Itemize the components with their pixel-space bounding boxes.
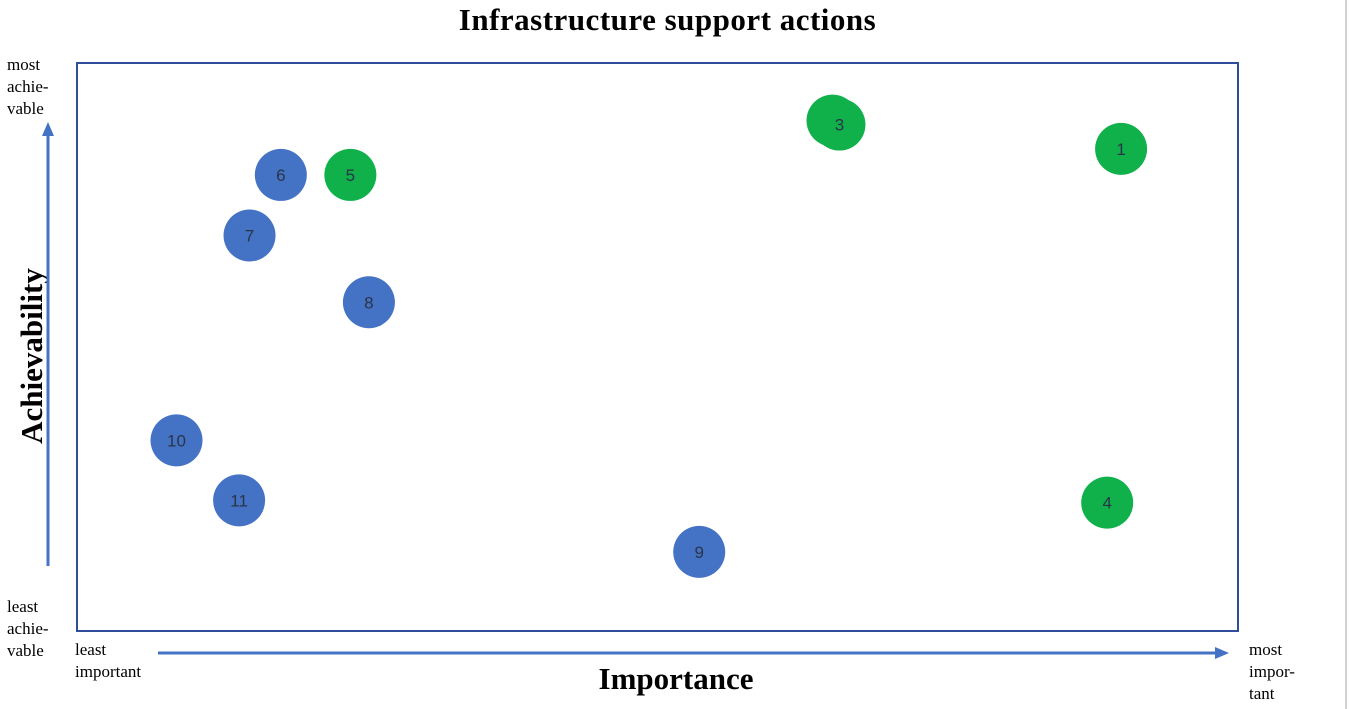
point-4 [1081,476,1134,529]
label-most-achievable-line-1: most [7,55,41,74]
point-label-3: 3 [835,116,844,135]
point-label-1: 1 [1116,140,1125,159]
label-least-achievable-line-3: vable [7,641,44,660]
label-most-achievable-line-3: vable [7,99,44,118]
point-label-7: 7 [245,226,254,245]
point-label-6: 6 [276,166,285,185]
point-6 [254,148,307,201]
point-1 [1095,122,1148,175]
label-least-important-line-1: least [75,640,107,659]
point-label-5: 5 [346,166,355,185]
point-9 [673,525,726,578]
label-least-important: least important [75,639,141,683]
label-least-important-line-2: important [75,662,142,681]
label-most-important-line-1: most [1249,640,1283,659]
label-least-achievable: least achie- vable [7,596,49,662]
chart-title: Infrastructure support actions [458,2,877,37]
point-5 [324,148,377,201]
label-least-achievable-line-2: achie- [7,619,49,638]
point-label-10: 10 [167,431,186,450]
label-most-important-line-2: impor- [1249,662,1295,681]
label-least-achievable-line-1: least [7,597,39,616]
point-11 [213,474,266,527]
point-label-11: 11 [230,491,248,510]
x-axis-title: Importance [598,661,754,696]
y-axis-arrowhead [42,122,54,136]
point-label-8: 8 [364,293,373,312]
label-most-important-line-3: tant [1249,684,1275,703]
right-edge-divider [1345,0,1347,709]
label-most-achievable: most achie- vable [7,54,49,120]
label-most-achievable-line-2: achie- [7,77,49,96]
point-7 [223,209,276,262]
point-10 [150,414,203,467]
x-axis-arrowhead [1215,647,1229,659]
data-points: 1234567891011 [150,94,1148,578]
point-label-9: 9 [694,543,703,562]
label-most-important: most impor- tant [1249,639,1295,705]
point-8 [342,276,395,329]
point-3 [813,98,866,151]
point-label-4: 4 [1102,494,1111,513]
plot-area-frame [76,62,1239,632]
